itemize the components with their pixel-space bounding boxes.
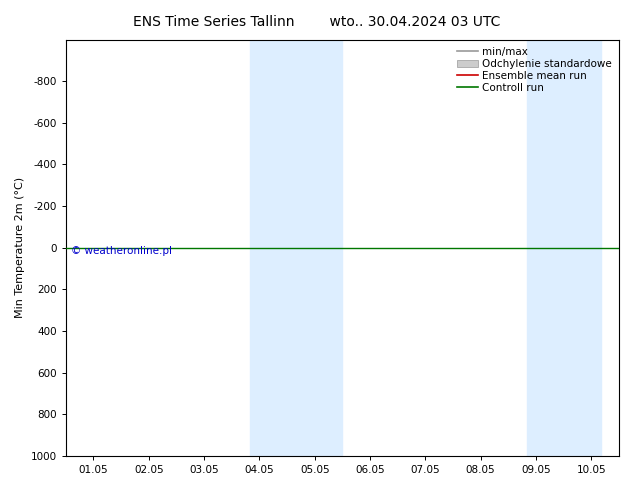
Bar bbox=[564, 40, 601, 456]
Bar bbox=[250, 40, 287, 456]
Bar bbox=[287, 40, 342, 456]
Y-axis label: Min Temperature 2m (°C): Min Temperature 2m (°C) bbox=[15, 177, 25, 318]
Legend: min/max, Odchylenie standardowe, Ensemble mean run, Controll run: min/max, Odchylenie standardowe, Ensembl… bbox=[455, 45, 614, 95]
Text: © weatheronline.pl: © weatheronline.pl bbox=[71, 245, 172, 256]
Text: ENS Time Series Tallinn        wto.. 30.04.2024 03 UTC: ENS Time Series Tallinn wto.. 30.04.2024… bbox=[133, 15, 501, 29]
Bar bbox=[527, 40, 564, 456]
